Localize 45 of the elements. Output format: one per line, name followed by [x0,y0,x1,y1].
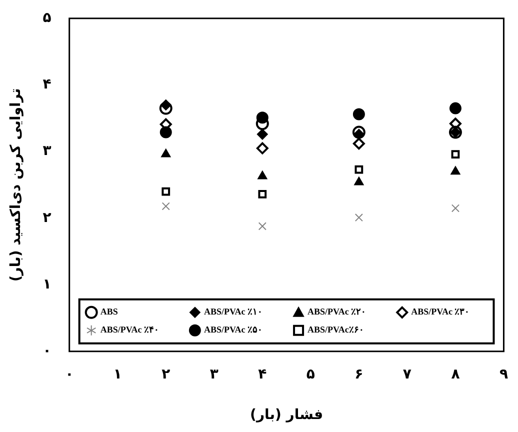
y-tick-label: ۱ [42,276,52,292]
x-tick-label: ۶ [354,366,364,382]
y-tick-label: ۰ [42,343,52,360]
point [352,138,365,150]
legend-label: ABS/PVAc٪۶۰ [308,324,364,335]
point [354,165,364,174]
legend-label: ABS/PVAc ٪۳۰ [411,306,470,317]
x-tick-label: ۳ [210,366,219,382]
legend-label: ABS/PVAc ٪۵۰ [204,324,263,335]
point [258,190,267,198]
point [258,222,266,230]
x-tick-label: ۹ [499,366,508,382]
point [354,214,363,222]
point [451,204,460,212]
point [449,102,462,114]
point [256,142,268,154]
x-tick-label: ۰ [65,366,74,382]
point [256,128,268,140]
point [450,166,460,175]
point [159,102,172,115]
point [352,108,365,120]
x-tick-label: ۱ [113,366,122,382]
point [354,176,364,186]
x-tick-label: ۲ [162,366,171,382]
y-tick-label: ۵ [42,10,52,26]
legend-label: ABS [100,306,118,317]
point [352,126,366,139]
x-tick-label: ۸ [451,366,460,382]
y-tick-label: ۲ [42,210,52,226]
legend-label: ABS/PVAc ٪۲۰ [308,306,366,317]
legend-label: ABS/PVAc ٪۴۰ [100,324,159,335]
y-tick-label: ۳ [42,143,52,160]
legend-label: ABS/PVAc ٪۱۰ [204,306,263,317]
point [451,150,460,158]
point [162,202,170,210]
x-tick-label: ۴ [258,366,268,382]
point [449,118,462,130]
y-tick-label: ۴ [42,76,52,93]
x-axis-title: فشار (بار) [250,407,324,424]
point [258,170,268,180]
y-axis-title: تراوایی کربن دی‌اکسید (بار) [8,88,24,282]
x-tick-label: ۵ [306,366,316,382]
point [161,148,171,158]
x-tick-label: ۷ [402,366,412,382]
point [162,187,170,196]
